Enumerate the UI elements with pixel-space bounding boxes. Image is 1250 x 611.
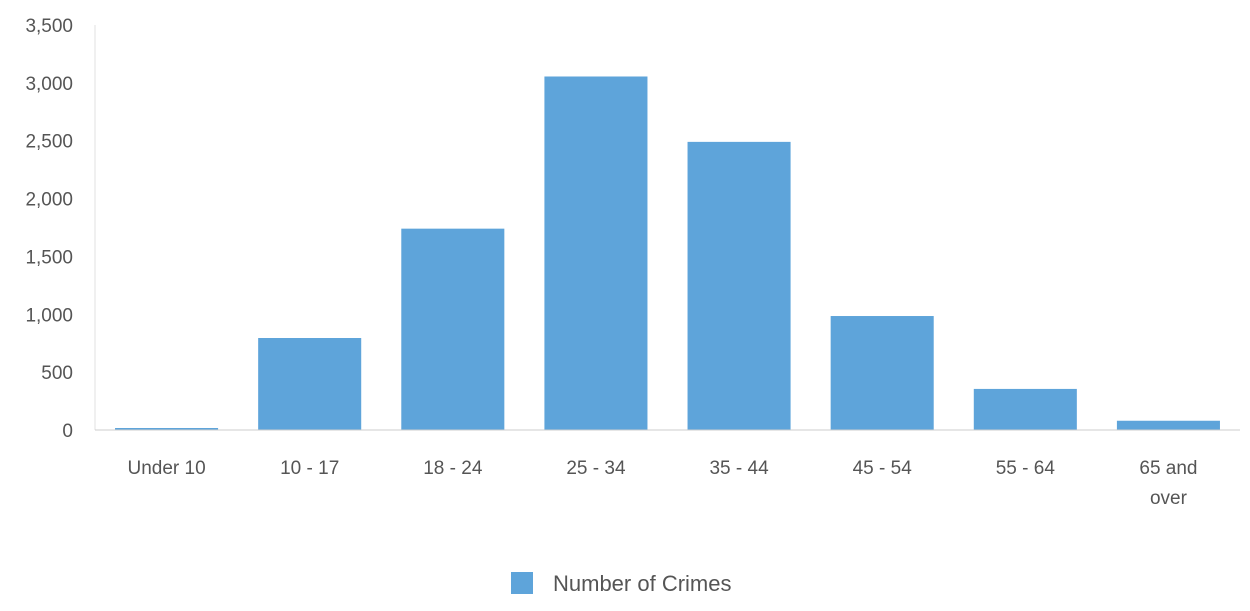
x-tick-label: 25 - 34 bbox=[566, 458, 626, 479]
x-tick-label: 10 - 17 bbox=[280, 458, 339, 479]
bar bbox=[258, 338, 362, 430]
bar bbox=[1116, 420, 1220, 430]
bar bbox=[973, 388, 1077, 430]
x-tick-label: 55 - 64 bbox=[996, 458, 1056, 479]
y-tick-label: 3,500 bbox=[25, 16, 73, 37]
x-axis: Under 10 10 - 17 18 - 24 25 - 34 35 - 44 45 -… bbox=[95, 429, 1240, 509]
bar bbox=[115, 428, 219, 430]
legend-swatch bbox=[511, 572, 533, 594]
y-tick-label: 2,500 bbox=[25, 132, 73, 153]
bar bbox=[687, 141, 791, 430]
y-tick-label: 0 bbox=[62, 421, 73, 442]
x-tick-label: 45 - 54 bbox=[853, 458, 913, 479]
x-tick-label: 35 - 44 bbox=[709, 458, 769, 479]
x-tick-label: 18 - 24 bbox=[423, 458, 483, 479]
y-axis: 0 500 1,000 1,500 2,000 2,500 3,000 3,500 bbox=[25, 16, 96, 442]
x-tick-label: 65 and over bbox=[1139, 458, 1197, 509]
bar bbox=[544, 76, 648, 430]
y-tick-label: 3,000 bbox=[25, 74, 73, 95]
bar bbox=[830, 316, 934, 430]
x-tick-label: Under 10 bbox=[127, 458, 205, 479]
y-tick-label: 500 bbox=[41, 363, 73, 384]
y-tick-label: 2,000 bbox=[25, 190, 73, 211]
legend-label: Number of Crimes bbox=[553, 571, 731, 596]
legend: Number of Crimes bbox=[511, 571, 731, 596]
y-tick-label: 1,500 bbox=[25, 247, 73, 268]
y-tick-label: 1,000 bbox=[25, 305, 73, 326]
bar bbox=[401, 228, 505, 430]
bars bbox=[115, 76, 1220, 430]
